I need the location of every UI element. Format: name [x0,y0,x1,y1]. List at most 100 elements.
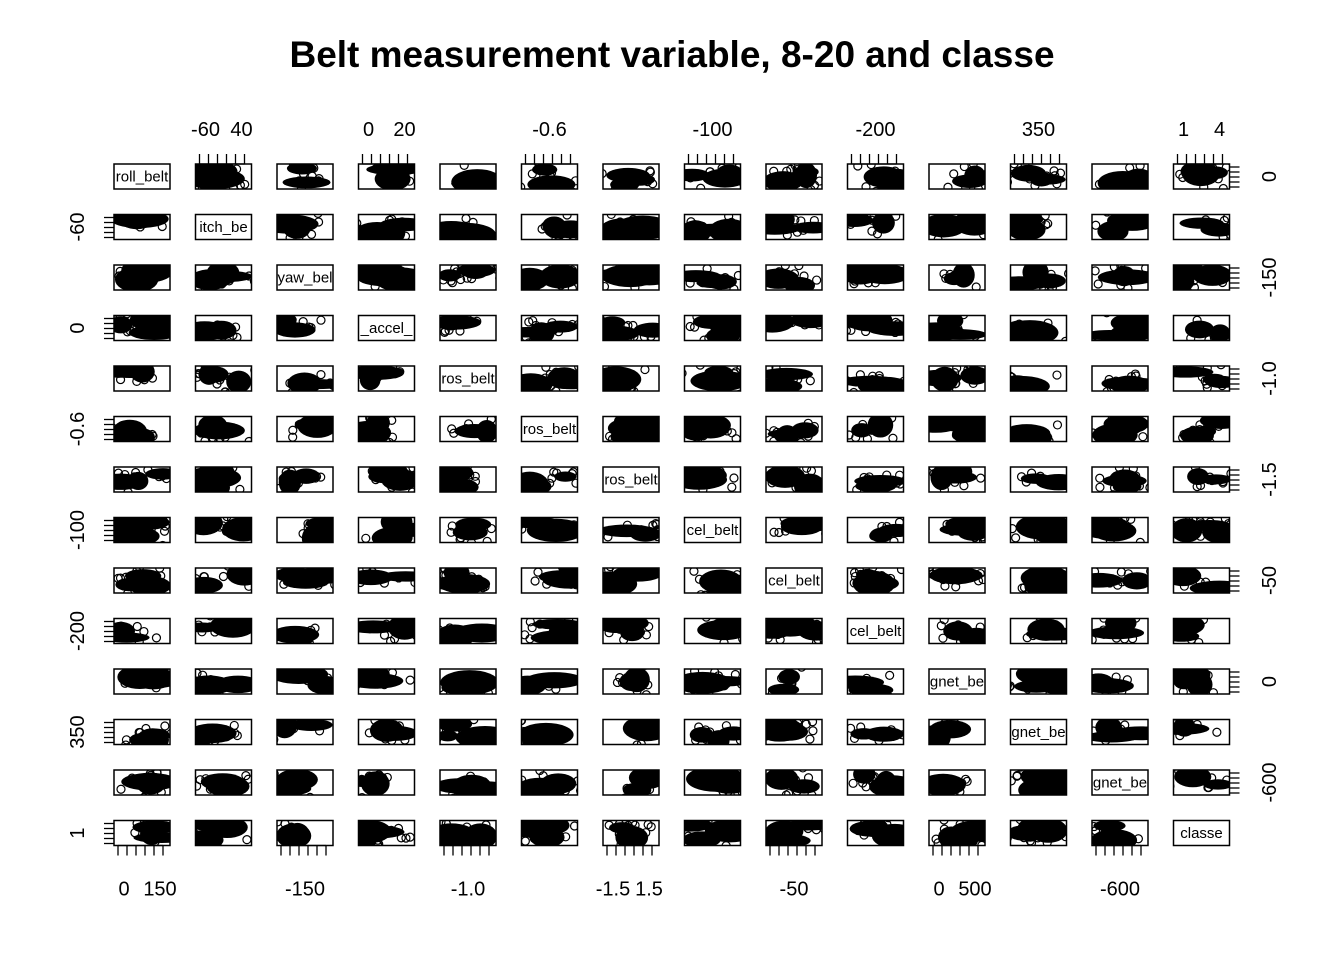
data-point [1162,384,1170,392]
data-point [952,268,963,278]
data-point [521,182,526,189]
data-point [946,831,957,841]
data-point [1203,592,1209,593]
panel-frame [928,617,986,645]
data-point [298,169,309,179]
point-cloud [521,719,574,745]
scatter-panel-4-10 [928,365,986,392]
data-point [244,436,252,442]
data-point [1002,834,1010,842]
data-point [528,326,538,336]
data-point [227,569,237,579]
data-point [229,720,239,731]
data-point [1071,631,1079,639]
data-point [911,793,919,801]
data-point [573,571,578,581]
point-blob [226,568,252,586]
point-cloud [684,214,741,240]
data-point [1060,336,1067,341]
panel-frame [846,567,905,594]
panel-frame [439,163,497,190]
data-point [556,618,566,626]
data-point [939,269,949,279]
panel-frame [1009,516,1068,544]
point-blob [766,367,813,381]
data-point [114,315,119,324]
data-point [615,673,625,683]
data-point [114,366,121,376]
data-point [719,638,729,644]
data-point [729,369,739,379]
data-point [571,478,578,488]
data-point [1101,729,1111,739]
scatter-panel-9-8 [765,617,823,645]
point-cloud [338,618,415,644]
data-point [220,387,230,391]
data-point [657,775,659,783]
point-cloud [852,470,904,492]
data-point [166,728,170,738]
point-cloud [847,722,904,745]
data-point [906,386,914,394]
data-point [134,473,144,483]
point-cloud [1173,517,1230,543]
data-point [621,568,630,571]
data-point [479,829,489,839]
panel-frame [357,516,416,544]
data-point [421,839,429,847]
scatter-panel-13-8 [765,819,823,847]
data-point [1031,214,1041,221]
scatter-panel-2-3 [357,264,416,291]
data-point [976,473,985,483]
data-point [1078,484,1086,492]
data-point [1080,570,1088,578]
data-point [135,222,145,232]
scatter-panel-1-2 [276,213,334,241]
data-point [847,679,849,687]
data-point [521,691,525,694]
data-point [195,180,196,182]
tick-label: 0 [933,879,944,901]
data-point [221,526,232,536]
point-cloud [285,369,333,391]
data-point [854,568,865,576]
data-point [1178,625,1188,635]
data-point [185,668,193,676]
top-axis-11: 350 [1013,119,1061,165]
data-point [1011,533,1021,543]
data-point [1150,567,1158,575]
data-point [642,669,648,670]
panel-frame [520,769,579,796]
data-point [974,430,984,440]
data-point [744,738,752,746]
panel-frame [928,314,986,342]
panel-frame [765,617,823,645]
data-point [873,585,883,593]
panel-frame [928,516,986,544]
data-point [338,625,346,633]
diagonal-panel-7-7: cel_belt [683,516,742,544]
panel-frame [765,516,823,544]
data-point [1108,842,1117,846]
data-point [1076,482,1084,490]
panel-frame [683,516,742,544]
data-point [774,267,784,277]
data-point [371,475,381,485]
panel-frame [602,365,660,392]
variable-label: cel_belt [768,573,821,590]
data-point [605,568,615,572]
data-point [385,437,395,442]
data-point [144,658,152,666]
data-point [303,519,313,529]
data-point [892,405,900,413]
data-point [470,471,480,481]
point-cloud [1010,214,1053,240]
data-point [346,372,354,380]
data-point [963,214,974,221]
data-point [959,481,969,491]
point-cloud [521,820,578,846]
data-point [1010,776,1016,786]
point-cloud [282,164,331,189]
data-point [511,274,519,282]
data-point [525,517,535,524]
